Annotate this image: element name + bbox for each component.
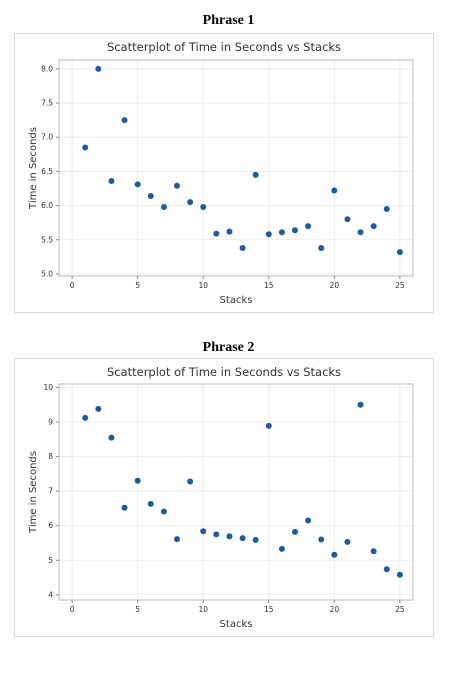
data-point (318, 536, 325, 543)
y-tick-label: 6.5 (41, 167, 53, 176)
data-point (305, 223, 312, 230)
data-point (331, 551, 338, 558)
x-tick-label: 0 (70, 281, 75, 290)
data-point (108, 177, 115, 184)
x-tick-label: 5 (135, 605, 140, 614)
data-point (200, 528, 207, 535)
x-tick-label: 0 (70, 605, 75, 614)
data-point (239, 244, 246, 251)
data-point (265, 422, 272, 429)
data-point (278, 229, 285, 236)
data-point (292, 227, 298, 234)
data-point (160, 203, 167, 210)
x-tick-label: 10 (198, 605, 208, 614)
data-point (147, 193, 154, 200)
x-axis-label: Stacks (220, 295, 253, 306)
y-tick-label: 10 (43, 383, 53, 392)
plot-frame (58, 383, 414, 601)
x-tick-label: 25 (395, 281, 405, 290)
data-point (134, 477, 141, 484)
data-point (252, 536, 259, 543)
x-tick-label: 10 (198, 281, 208, 290)
data-point (213, 230, 220, 237)
data-point (160, 508, 167, 515)
data-point (187, 199, 194, 206)
chart-panel-1: Scatterplot of Time in Seconds vs Stacks… (14, 33, 434, 313)
y-tick-label: 5.0 (41, 269, 53, 278)
data-point (396, 249, 403, 256)
chart-heading-2: Phrase 2 (202, 340, 255, 355)
data-point (174, 182, 180, 189)
y-axis-label: Time in Seconds (28, 127, 39, 210)
data-point (383, 566, 390, 573)
data-point (174, 536, 180, 543)
data-point (357, 229, 364, 236)
data-point (226, 533, 233, 540)
scatterplot-2: Scatterplot of Time in Seconds vs Stacks… (28, 365, 414, 630)
data-point (147, 500, 154, 507)
scatterplot-1: Scatterplot of Time in Seconds vs Stacks… (28, 40, 414, 306)
data-point (108, 434, 115, 441)
x-axis-label: Stacks (220, 619, 253, 630)
data-point (121, 117, 128, 124)
y-tick-label: 5 (48, 556, 53, 565)
data-point (121, 504, 128, 511)
data-point (331, 187, 338, 194)
data-point (265, 231, 272, 238)
data-point (292, 528, 298, 535)
x-tick-label: 20 (330, 605, 340, 614)
data-point (278, 545, 285, 552)
y-tick-label: 4 (48, 590, 53, 599)
y-tick-label: 5.5 (41, 235, 53, 244)
data-point (95, 405, 102, 412)
data-point (344, 538, 351, 545)
y-tick-label: 8.0 (41, 64, 53, 73)
chart-panel-2: Scatterplot of Time in Seconds vs Stacks… (14, 358, 434, 637)
chart-title: Scatterplot of Time in Seconds vs Stacks (107, 40, 341, 54)
y-tick-label: 7.0 (41, 133, 53, 142)
data-point (370, 223, 377, 230)
y-tick-label: 9 (48, 418, 53, 427)
y-tick-label: 6.0 (41, 201, 53, 210)
chart-title: Scatterplot of Time in Seconds vs Stacks (107, 365, 341, 379)
data-point (383, 206, 390, 213)
x-tick-label: 15 (264, 281, 274, 290)
data-point (226, 228, 233, 235)
data-point (187, 478, 194, 485)
data-point (239, 535, 246, 542)
chart-heading-1: Phrase 1 (202, 13, 255, 28)
data-point (305, 517, 312, 524)
data-point (396, 571, 403, 578)
data-point (82, 144, 89, 151)
data-point (252, 171, 259, 178)
data-point (357, 401, 364, 408)
y-tick-label: 7 (48, 487, 53, 496)
y-tick-label: 8 (48, 452, 53, 461)
x-tick-label: 25 (395, 605, 405, 614)
data-point (82, 414, 89, 421)
x-tick-label: 5 (135, 281, 140, 290)
y-tick-label: 6 (48, 521, 53, 530)
data-point (134, 181, 141, 188)
data-point (213, 531, 220, 538)
x-tick-label: 15 (264, 605, 274, 614)
y-axis-label: Time in Seconds (28, 451, 39, 534)
y-tick-label: 7.5 (41, 99, 53, 108)
data-point (200, 203, 207, 210)
data-point (370, 548, 377, 555)
data-point (95, 65, 102, 72)
x-tick-label: 20 (330, 281, 340, 290)
plot-frame (58, 59, 414, 277)
data-point (318, 244, 325, 251)
data-point (344, 216, 351, 223)
